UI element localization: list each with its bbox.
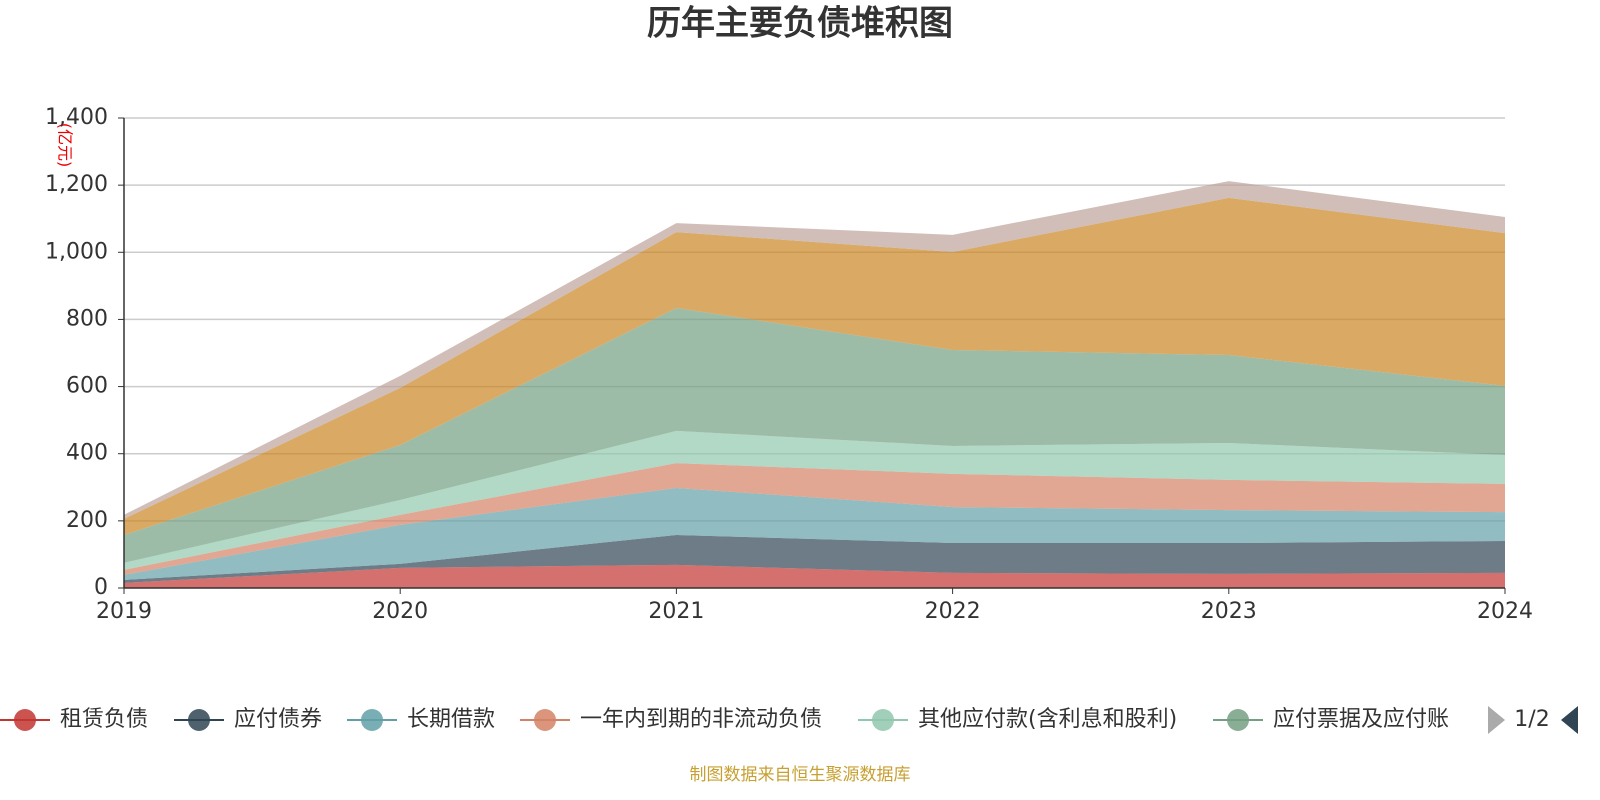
area xyxy=(124,197,1505,535)
area xyxy=(124,463,1505,575)
legend-label: 其他应付款(含利息和股利) xyxy=(918,707,1177,732)
y-tick-label: 400 xyxy=(66,441,108,466)
y-tick-label: 1,400 xyxy=(45,105,108,130)
x-tick-label: 2023 xyxy=(1201,599,1257,624)
x-tick-label: 2022 xyxy=(925,599,981,624)
x-tick-label: 2021 xyxy=(648,599,704,624)
area xyxy=(124,534,1505,583)
legend-symbol xyxy=(188,709,210,731)
x-tick-label: 2024 xyxy=(1477,599,1533,624)
y-unit: (亿元) xyxy=(56,123,75,168)
legend-label: 租赁负债 xyxy=(60,707,148,732)
y-tick-label: 600 xyxy=(66,374,108,399)
y-tick-label: 1,200 xyxy=(45,172,108,197)
legend-label: 应付债券 xyxy=(234,707,322,732)
x-tick-label: 2019 xyxy=(96,599,152,624)
y-tick-label: 1,000 xyxy=(45,239,108,264)
area xyxy=(124,487,1505,580)
legend-label: 长期借款 xyxy=(407,707,495,732)
legend-symbol xyxy=(1227,709,1249,731)
legend-next[interactable] xyxy=(1561,706,1578,734)
area xyxy=(124,430,1505,570)
y-tick-label: 800 xyxy=(66,306,108,331)
legend-prev[interactable] xyxy=(1488,706,1505,734)
legend-symbol xyxy=(14,709,36,731)
footer: 制图数据来自恒生聚源数据库 xyxy=(690,765,911,785)
legend-symbol xyxy=(534,709,556,731)
y-tick-label: 0 xyxy=(94,575,108,600)
x-tick-label: 2020 xyxy=(372,599,428,624)
legend-symbol xyxy=(872,709,894,731)
legend-symbol xyxy=(361,709,383,731)
area xyxy=(124,564,1505,588)
chart-title: 历年主要负债堆积图 xyxy=(647,4,953,44)
legend-page: 1/2 xyxy=(1514,707,1549,732)
legend-label: 一年内到期的非流动负债 xyxy=(580,707,822,732)
legend-label: 应付票据及应付账 xyxy=(1273,707,1449,732)
y-tick-label: 200 xyxy=(66,508,108,533)
area xyxy=(124,181,1505,519)
area xyxy=(124,308,1505,563)
